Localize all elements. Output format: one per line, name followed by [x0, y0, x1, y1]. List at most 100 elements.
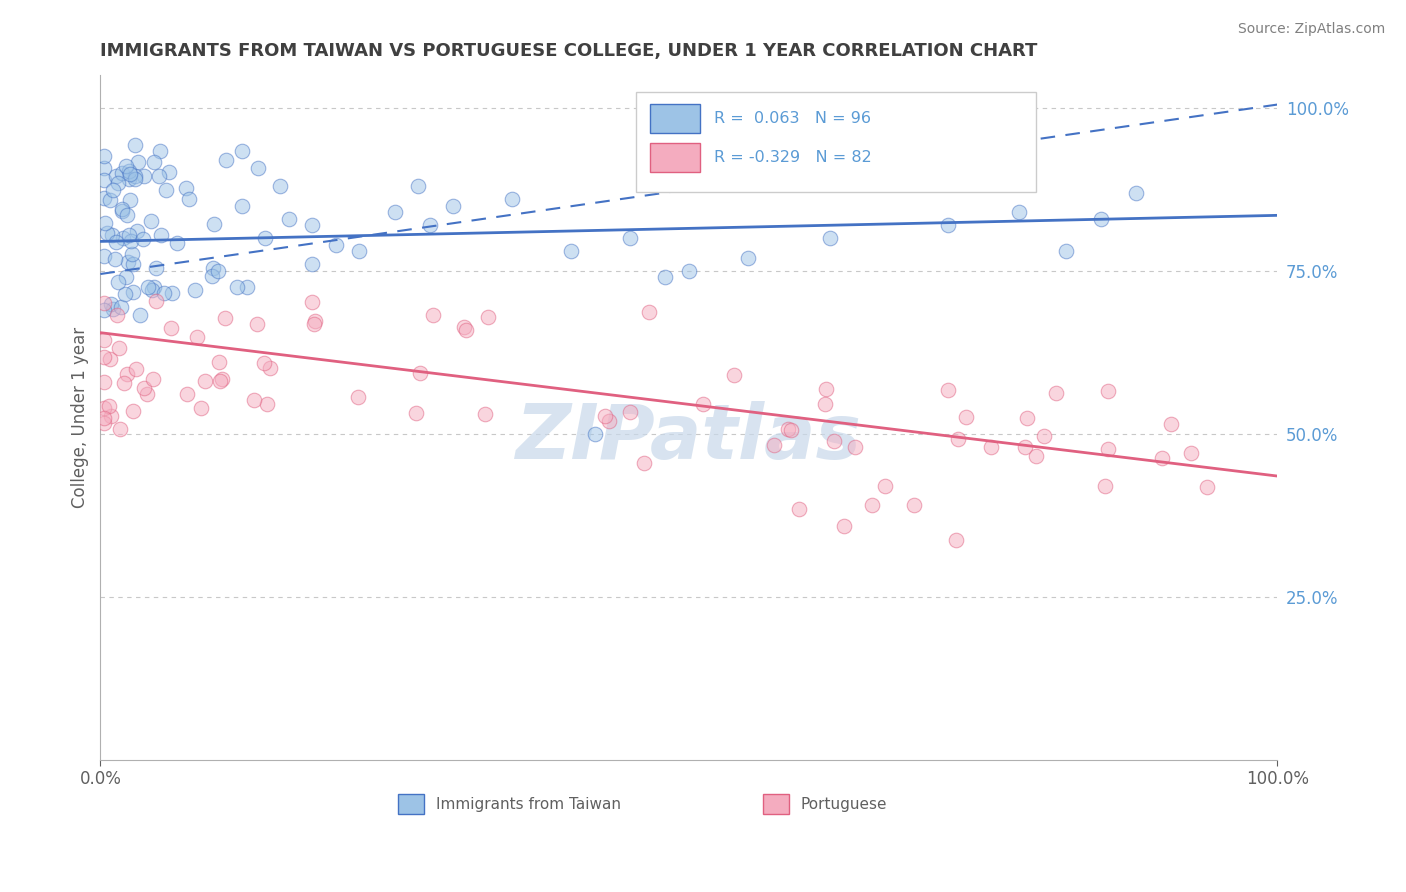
Point — [945, 533, 967, 547]
Point — [101, 302, 124, 317]
Point — [384, 205, 406, 219]
Point — [302, 318, 325, 332]
Point — [98, 194, 121, 208]
Point — [93, 411, 115, 425]
Point — [692, 397, 714, 411]
Point — [1033, 429, 1056, 443]
Point — [96, 226, 118, 240]
Point — [93, 173, 115, 187]
Point — [243, 393, 266, 408]
Point — [301, 257, 323, 271]
Point — [107, 275, 129, 289]
Point — [136, 387, 159, 401]
Text: Source: ZipAtlas.com: Source: ZipAtlas.com — [1237, 22, 1385, 37]
Point — [132, 169, 155, 183]
Point — [226, 279, 249, 293]
Point — [136, 279, 159, 293]
Point — [215, 153, 238, 168]
Point — [231, 198, 253, 212]
Point — [120, 234, 142, 248]
Point — [723, 368, 745, 382]
Point — [409, 366, 432, 380]
Point — [118, 172, 141, 186]
Point — [814, 396, 837, 410]
Point — [1045, 385, 1067, 400]
Point — [124, 171, 146, 186]
Point — [93, 401, 115, 415]
Point — [325, 237, 347, 252]
Point — [208, 355, 231, 369]
Point — [105, 169, 128, 184]
Point — [160, 286, 183, 301]
Point — [174, 181, 197, 195]
Point — [111, 230, 134, 244]
Point — [844, 440, 866, 454]
Point — [155, 183, 177, 197]
Point — [145, 294, 167, 309]
Point — [149, 144, 172, 158]
Point — [823, 434, 845, 448]
Point — [93, 249, 115, 263]
Text: Immigrants from Taiwan: Immigrants from Taiwan — [436, 797, 621, 812]
Point — [202, 260, 225, 275]
Point — [763, 438, 786, 452]
Point — [633, 456, 655, 470]
Point — [980, 440, 1002, 454]
Point — [1090, 211, 1112, 226]
FancyBboxPatch shape — [763, 794, 789, 814]
Point — [131, 232, 153, 246]
Point — [277, 211, 299, 226]
Point — [860, 498, 883, 512]
Point — [124, 169, 146, 183]
Point — [1125, 186, 1147, 200]
Point — [207, 264, 229, 278]
FancyBboxPatch shape — [650, 104, 700, 133]
Point — [1097, 384, 1119, 399]
Point — [145, 261, 167, 276]
Point — [454, 323, 477, 337]
Point — [815, 382, 838, 396]
Point — [194, 374, 217, 388]
Point — [347, 390, 370, 404]
Point — [453, 320, 475, 334]
Point — [214, 310, 236, 325]
Point — [202, 218, 225, 232]
Point — [117, 255, 139, 269]
Point — [98, 351, 121, 366]
Point — [190, 401, 212, 415]
Point — [1054, 244, 1077, 259]
Point — [443, 198, 465, 212]
Point — [1150, 450, 1173, 465]
Point — [405, 406, 427, 420]
Point — [100, 297, 122, 311]
Point — [269, 178, 291, 193]
Point — [778, 422, 800, 436]
Point — [104, 252, 127, 267]
Point — [108, 341, 131, 355]
Point — [1094, 478, 1116, 492]
Point — [93, 191, 115, 205]
Point — [560, 244, 582, 259]
Point — [1014, 441, 1036, 455]
FancyBboxPatch shape — [636, 92, 1036, 192]
Point — [166, 236, 188, 251]
Point — [134, 381, 156, 395]
Point — [141, 284, 163, 298]
Point — [93, 149, 115, 163]
Point — [1180, 446, 1202, 460]
Point — [595, 409, 617, 423]
Point — [1097, 442, 1119, 457]
Point — [654, 270, 676, 285]
Point — [121, 246, 143, 260]
Point — [127, 155, 149, 169]
Point — [201, 268, 224, 283]
Point — [93, 350, 115, 364]
Point — [245, 317, 267, 331]
Point — [474, 407, 496, 421]
Point — [122, 403, 145, 417]
Point — [100, 409, 122, 424]
Point — [211, 372, 233, 386]
Point — [139, 214, 162, 228]
Y-axis label: College, Under 1 year: College, Under 1 year — [72, 326, 89, 508]
Point — [304, 314, 326, 328]
